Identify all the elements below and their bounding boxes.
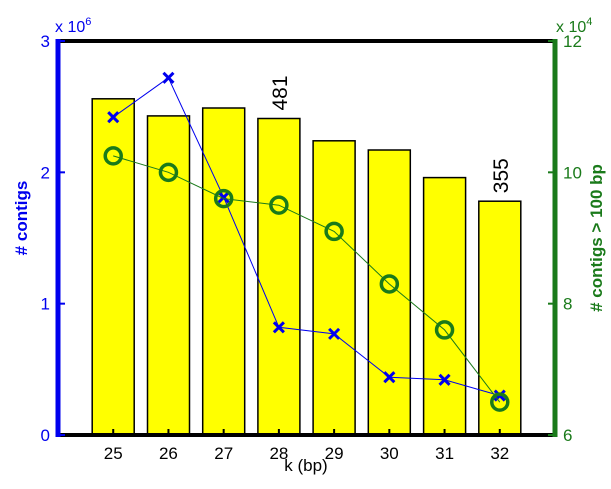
bar-annotation-32: 355	[490, 158, 513, 193]
bar-32	[478, 200, 522, 436]
y-left-tick-label-3: 3	[41, 32, 50, 51]
bar-31	[422, 176, 467, 436]
x-tick-label-26: 26	[159, 444, 178, 463]
x-tick-label-29: 29	[325, 444, 344, 463]
series-0-point-31	[438, 373, 451, 386]
series-0-point-28	[272, 321, 285, 334]
y-right-tick-label-8: 8	[563, 295, 572, 314]
bar-29	[312, 140, 356, 436]
y-right-tick-label-10: 10	[563, 163, 582, 182]
series-1-point-26	[158, 162, 179, 183]
y-left-tick-label-2: 2	[41, 163, 50, 182]
series-0-point-29	[328, 327, 341, 340]
y-left-tick-label-1: 1	[41, 295, 50, 314]
series-1-point-28	[269, 195, 289, 215]
bar-26	[146, 115, 191, 436]
y-right-label: # contigs > 100 bp	[587, 164, 606, 312]
series-1-point-31	[434, 320, 455, 340]
series-1-point-29	[324, 221, 344, 242]
series-0-point-30	[383, 371, 396, 384]
bar-25	[91, 98, 135, 436]
bar-annotation-28: 481	[269, 75, 292, 110]
y-left-label: # contigs	[12, 181, 31, 256]
lines-layer	[103, 71, 510, 412]
series-1-line	[113, 155, 501, 403]
x-tick-label-25: 25	[104, 444, 123, 463]
series-1-point-32	[490, 392, 510, 412]
x-tick-label-31: 31	[435, 444, 454, 463]
series-1-point-30	[379, 274, 400, 294]
left-axis-multiplier: x 106	[55, 16, 91, 36]
x-tick-label-32: 32	[490, 444, 509, 463]
x-tick-label-27: 27	[214, 444, 233, 463]
x-tick-label-30: 30	[380, 444, 399, 463]
series-0-point-27	[217, 191, 230, 204]
y-left-tick-label-0: 0	[41, 426, 50, 445]
series-0-point-25	[107, 111, 120, 124]
bar-28	[257, 117, 301, 436]
series-0-point-26	[162, 71, 175, 84]
bar-27	[201, 107, 246, 436]
x-tick-label-28: 28	[269, 444, 288, 463]
series-0-line	[112, 77, 500, 397]
plot-frame	[55, 39, 558, 437]
x-axis-label: k (bp)	[284, 456, 327, 475]
series-1-point-27	[213, 188, 234, 209]
bars-layer: 481 355	[91, 75, 522, 436]
y-right-tick-label-6: 6	[563, 426, 572, 445]
right-axis-multiplier: x 104	[556, 16, 592, 36]
series-1-point-25	[103, 146, 123, 166]
y-right-tick-label-12: 12	[563, 32, 582, 51]
